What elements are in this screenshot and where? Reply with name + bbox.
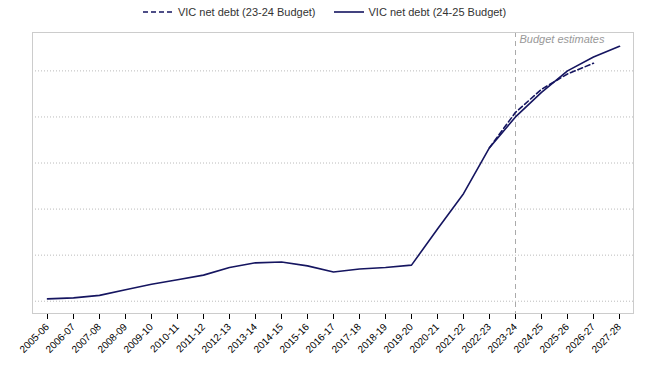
- svg-text:2015-16: 2015-16: [277, 321, 312, 355]
- svg-text:2005-06: 2005-06: [17, 321, 52, 355]
- svg-text:2014-15: 2014-15: [251, 321, 286, 355]
- svg-text:2017-18: 2017-18: [329, 321, 364, 355]
- svg-text:2013-14: 2013-14: [225, 321, 260, 355]
- svg-text:2010-11: 2010-11: [148, 321, 182, 355]
- svg-text:2007-08: 2007-08: [69, 321, 104, 355]
- svg-text:2011-12: 2011-12: [174, 321, 208, 355]
- svg-text:2009-10: 2009-10: [121, 321, 156, 355]
- svg-text:2012-13: 2012-13: [199, 321, 234, 355]
- svg-text:2027-28: 2027-28: [589, 321, 623, 355]
- svg-text:2023-24: 2023-24: [485, 321, 520, 355]
- svg-text:2019-20: 2019-20: [381, 321, 416, 355]
- svg-text:2022-23: 2022-23: [459, 321, 494, 355]
- svg-text:2021-22: 2021-22: [433, 321, 468, 355]
- svg-text:2025-26: 2025-26: [537, 321, 572, 355]
- svg-text:Budget estimates: Budget estimates: [520, 33, 605, 45]
- svg-text:2006-07: 2006-07: [43, 321, 78, 355]
- svg-text:2026-27: 2026-27: [563, 321, 598, 355]
- svg-text:2020-21: 2020-21: [407, 321, 442, 355]
- svg-text:2024-25: 2024-25: [511, 321, 546, 355]
- html-text:VIC net debt (23-24 Budget): VIC net debt (23-24 Budget): [177, 6, 316, 18]
- svg-text:2008-09: 2008-09: [95, 321, 130, 355]
- svg-text:2018-19: 2018-19: [355, 321, 390, 355]
- html-text:VIC net debt (24-25 Budget): VIC net debt (24-25 Budget): [368, 6, 507, 18]
- svg-text:2016-17: 2016-17: [303, 321, 338, 355]
